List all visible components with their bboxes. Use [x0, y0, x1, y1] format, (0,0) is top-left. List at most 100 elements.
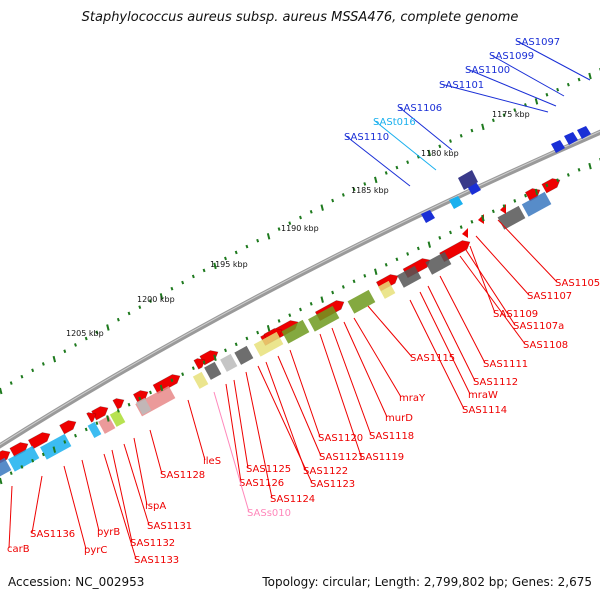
scale-dash	[384, 262, 388, 267]
gene-leader-line	[490, 54, 565, 97]
gene-bar	[98, 415, 116, 434]
gene-leader-line	[289, 349, 321, 438]
gene-label: SAS1119	[359, 452, 404, 463]
scale-dash	[513, 108, 517, 112]
gene-arrow-red	[152, 374, 181, 395]
gene-leader-line	[8, 485, 13, 549]
gene-leader-line	[187, 399, 206, 461]
gene-label: mraY	[399, 393, 426, 404]
gene-bar	[281, 319, 310, 344]
scale-dash	[63, 349, 67, 354]
scale-dash	[524, 193, 527, 198]
scale-dash	[159, 384, 164, 392]
gene-leader-line	[133, 437, 148, 506]
gene-leader-line	[149, 429, 163, 475]
gene-label: SAS1125	[246, 464, 291, 475]
gene-leader-line	[419, 291, 471, 395]
gene-arrow-red	[91, 406, 109, 421]
scale-dash	[352, 279, 356, 284]
gene-label: SASs010	[247, 508, 291, 519]
scale-dash	[470, 128, 474, 133]
gene-label: SAS1122	[303, 466, 348, 477]
scale-dash	[52, 355, 57, 363]
scale-dash	[213, 354, 217, 361]
scale-dash	[0, 477, 3, 485]
scale-dash	[363, 273, 367, 278]
scale-dash	[41, 452, 45, 457]
forward-gene-block	[458, 170, 478, 190]
gene-bar	[397, 265, 422, 288]
gene-label: mraW	[468, 390, 498, 401]
scale-dash	[363, 182, 367, 186]
scale-dash	[449, 230, 452, 235]
gene-label: SASt016	[373, 117, 416, 128]
scale-dash	[31, 368, 35, 373]
scale-dash	[31, 458, 35, 463]
gene-leader-line	[343, 321, 388, 418]
scale-dash	[374, 176, 378, 184]
gene-leader-line	[459, 255, 526, 345]
forward-gene-arrow	[577, 126, 591, 139]
gene-bar	[425, 251, 452, 275]
scale-dash	[427, 241, 432, 248]
gene-bar	[521, 191, 552, 217]
scale-dash	[352, 187, 356, 192]
gene-label: SAS1110	[344, 132, 389, 143]
scale-dash	[224, 348, 227, 353]
gene-label: SAS1124	[270, 494, 315, 505]
scale-dash	[545, 92, 549, 97]
gene-bar	[308, 305, 340, 332]
scale-dash	[245, 244, 249, 249]
scale-dash	[459, 133, 463, 138]
gene-label: murD	[385, 413, 413, 424]
gene-leader-line	[331, 327, 372, 436]
feature-track	[0, 126, 600, 477]
tick-label: 1195 kbp	[210, 260, 248, 269]
scale-dash	[191, 274, 195, 279]
scale-dash	[320, 296, 324, 303]
gene-label: SAS1128	[160, 470, 205, 481]
scale-dash	[106, 324, 110, 331]
gene-label: SAS1131	[147, 521, 192, 532]
gene-leader-line	[213, 391, 250, 513]
gene-leader-line	[374, 120, 437, 171]
gene-leader-line	[63, 465, 87, 550]
scale-dash	[149, 299, 152, 303]
gene-leader-line	[465, 249, 516, 326]
scale-dash	[277, 319, 281, 323]
gene-label: SAS1107	[527, 291, 572, 302]
gene-leader-line	[123, 443, 150, 526]
gene-arrow-red	[27, 432, 51, 450]
gene-label: SAS1112	[473, 377, 518, 388]
scale-dash	[20, 374, 24, 379]
gene-bar	[192, 371, 209, 389]
forward-gene-arrow	[551, 140, 565, 153]
scale-dash	[566, 82, 570, 87]
topology-text: Topology: circular; Length: 2,799,802 bp…	[262, 575, 592, 589]
scale-dash	[534, 98, 539, 105]
tick-label: 1190 kbp	[281, 224, 319, 233]
gene-leader-line	[439, 275, 486, 364]
gene-label: SAS1115	[410, 353, 455, 364]
gene-leader-line	[440, 83, 549, 113]
scale-dash	[459, 225, 463, 229]
gene-bar	[204, 361, 222, 380]
scale-dash	[384, 171, 388, 175]
gene-leader-line	[225, 383, 242, 483]
gene-leader-line	[265, 361, 306, 471]
scale-dash	[9, 381, 13, 385]
gene-bar	[40, 433, 72, 460]
gene-leader-line	[233, 379, 249, 469]
scale-dash	[588, 72, 592, 80]
scale-dash	[502, 113, 506, 117]
scale-dash	[84, 427, 88, 432]
scale-dash	[245, 336, 249, 341]
scale-dash	[320, 204, 324, 211]
gene-label: SAS1100	[465, 65, 510, 76]
scale-dash	[395, 257, 399, 262]
scale-dash	[406, 160, 410, 165]
gene-bar	[220, 353, 238, 372]
gene-bar	[378, 280, 396, 299]
gene-leader-line	[469, 245, 496, 314]
scale-dash	[52, 446, 57, 453]
